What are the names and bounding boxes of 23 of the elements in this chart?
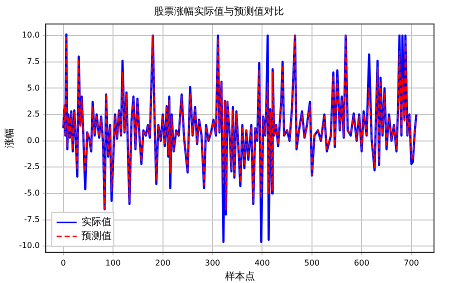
x-tick-label: 700 xyxy=(404,258,420,268)
x-tick-label: 300 xyxy=(204,258,220,268)
line-series xyxy=(62,34,418,210)
x-tick-label: 600 xyxy=(354,258,370,268)
y-tick-label: -10.0 xyxy=(18,241,40,250)
y-tick-label: 10.0 xyxy=(22,30,40,40)
legend-label: 预测值 xyxy=(82,230,112,242)
chart-title: 股票涨幅实际值与预测值对比 xyxy=(154,6,284,18)
x-tick-label: 200 xyxy=(155,258,170,268)
y-tick-label: -5.0 xyxy=(24,188,40,198)
x-tick-label: 100 xyxy=(105,258,121,268)
y-tick-label: 2.5 xyxy=(26,110,40,119)
y-tick-label: 0.0 xyxy=(26,136,40,145)
x-axis-title: 样本点 xyxy=(224,270,255,283)
x-tick-label: 0 xyxy=(60,258,66,268)
x-tick-label: 400 xyxy=(254,258,270,268)
legend-label: 实际值 xyxy=(82,216,112,228)
y-tick-label: 5.0 xyxy=(26,83,40,92)
y-tick-label: -2.5 xyxy=(24,162,40,172)
y-tick-label: -7.5 xyxy=(24,214,40,224)
y-axis-title: 涨幅 xyxy=(4,128,16,148)
y-tick-label: 7.5 xyxy=(26,56,40,66)
x-tick-label: 500 xyxy=(304,258,320,268)
